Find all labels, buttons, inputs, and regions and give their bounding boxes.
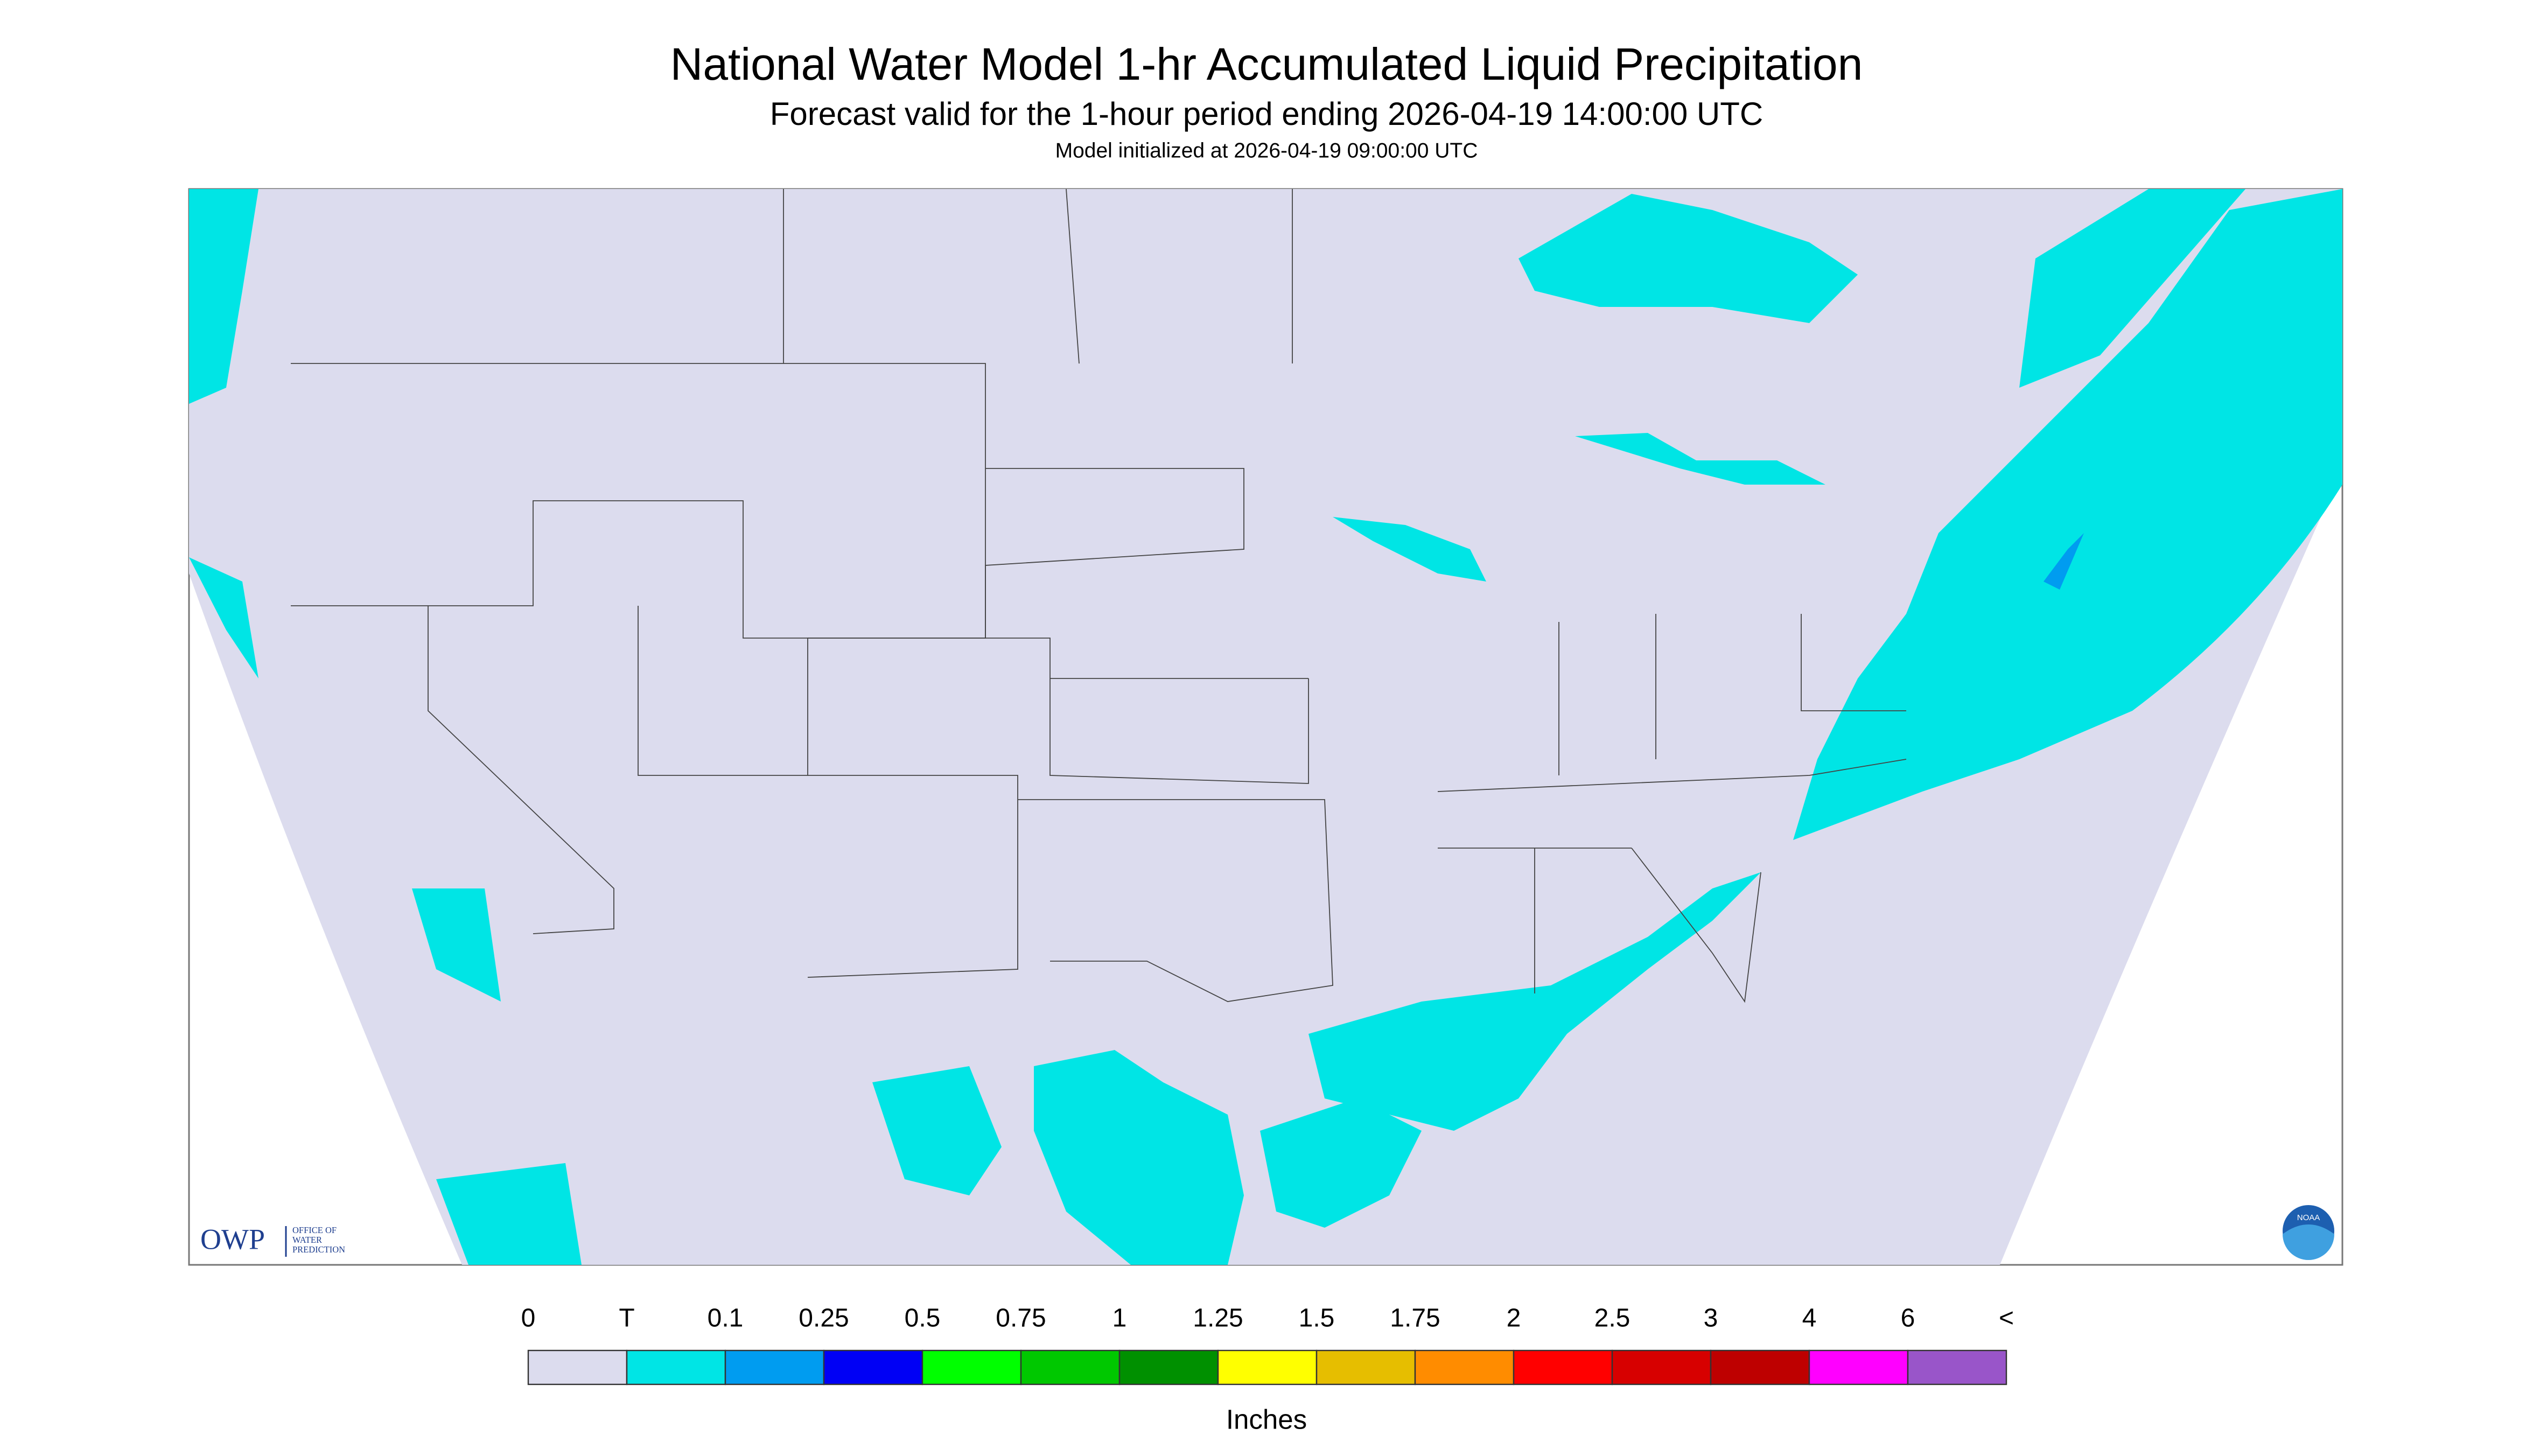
boundaries (291, 188, 1907, 1003)
legend-swatch (1611, 1349, 1712, 1385)
legend-swatch (724, 1349, 825, 1385)
init-time: Model initialized at 2026-04-19 09:00:00… (1055, 139, 1478, 162)
legend-label: < (1999, 1304, 2014, 1333)
precip-areas (189, 189, 2342, 1265)
legend-swatch (1414, 1349, 1515, 1385)
subtitle: Forecast valid for the 1-hour period end… (770, 96, 1763, 132)
legend-label: 1.75 (1390, 1304, 1440, 1333)
legend-swatch (1808, 1349, 1909, 1385)
owp-office: OFFICE OF (292, 1225, 337, 1235)
legend-swatch (823, 1349, 923, 1385)
legend-swatch (1020, 1349, 1121, 1385)
legend-swatch (1118, 1349, 1219, 1385)
noaa-wave (2283, 1224, 2334, 1261)
legend-label: 1.25 (1193, 1304, 1243, 1333)
legend-label: 6 (1901, 1304, 1915, 1333)
legend-label: 0.25 (799, 1304, 849, 1333)
legend: 0 T 0.1 0.25 0.5 0.75 1 1.25 1.5 1.75 2 2.5 3 4 6 < (521, 1304, 2014, 1385)
legend-swatch (1316, 1349, 1416, 1385)
legend-swatch (1217, 1349, 1318, 1385)
noaa-logo: NOAA (2283, 1205, 2334, 1261)
legend-label: T (619, 1304, 634, 1333)
legend-label: 0.1 (708, 1304, 744, 1333)
legend-unit: Inches (1226, 1404, 1307, 1434)
noaa-text: NOAA (2297, 1213, 2320, 1222)
precip-core (2044, 533, 2084, 590)
owp-logo: OWP OFFICE OF WATER PREDICTION (200, 1223, 345, 1257)
legend-label: 0.5 (905, 1304, 941, 1333)
legend-label: 2.5 (1594, 1304, 1631, 1333)
legend-label: 3 (1704, 1304, 1718, 1333)
legend-swatch (527, 1349, 628, 1385)
legend-swatch (626, 1349, 726, 1385)
map (188, 188, 2343, 1266)
model-domain (189, 189, 2342, 1265)
legend-swatch (1907, 1349, 2007, 1385)
legend-label: 0.75 (996, 1304, 1046, 1333)
owp-office: WATER (292, 1235, 322, 1245)
owp-office: PREDICTION (292, 1244, 345, 1255)
legend-label: 2 (1507, 1304, 1521, 1333)
owp-mark: OWP (200, 1223, 265, 1255)
legend-swatch (1513, 1349, 1613, 1385)
legend-label: 1 (1112, 1304, 1127, 1333)
legend-label: 0 (521, 1304, 536, 1333)
title: National Water Model 1-hr Accumulated Li… (670, 39, 1863, 89)
legend-swatch (921, 1349, 1022, 1385)
legend-label: 4 (1802, 1304, 1817, 1333)
legend-swatch (1710, 1349, 1810, 1385)
legend-label: 1.5 (1299, 1304, 1335, 1333)
